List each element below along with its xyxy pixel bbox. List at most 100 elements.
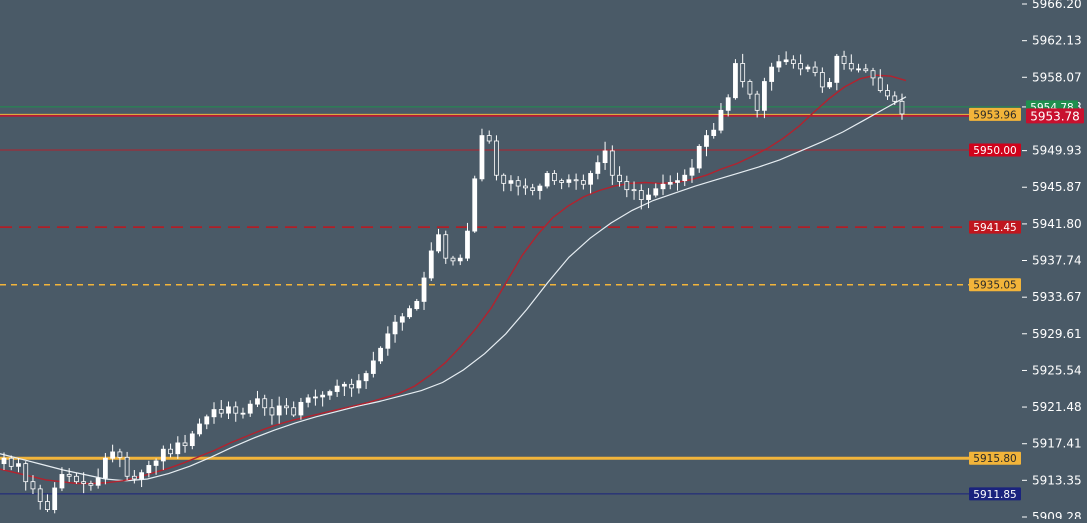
candle[interactable]: [74, 473, 79, 484]
candle[interactable]: [754, 90, 760, 118]
candle[interactable]: [291, 401, 297, 417]
candle[interactable]: [399, 313, 405, 331]
candle[interactable]: [23, 461, 29, 491]
candle[interactable]: [421, 271, 427, 310]
candle[interactable]: [414, 298, 420, 311]
candle[interactable]: [334, 379, 340, 397]
candle[interactable]: [131, 470, 137, 484]
candle[interactable]: [153, 458, 159, 475]
candle[interactable]: [834, 53, 840, 91]
candle[interactable]: [428, 242, 434, 281]
candle[interactable]: [182, 434, 188, 453]
candle[interactable]: [59, 467, 65, 492]
candle[interactable]: [740, 53, 746, 88]
candle[interactable]: [233, 401, 239, 422]
candle[interactable]: [95, 468, 101, 489]
candle[interactable]: [479, 128, 485, 182]
candle[interactable]: [899, 93, 905, 120]
candle[interactable]: [790, 55, 796, 69]
candle[interactable]: [472, 175, 478, 233]
candle[interactable]: [298, 397, 304, 420]
candle[interactable]: [870, 67, 876, 86]
candle[interactable]: [733, 59, 738, 100]
candle[interactable]: [551, 170, 557, 185]
candle[interactable]: [544, 170, 550, 189]
candle[interactable]: [8, 455, 14, 471]
candle[interactable]: [349, 378, 355, 397]
candle[interactable]: [638, 184, 644, 210]
candle[interactable]: [486, 130, 492, 144]
candle[interactable]: [407, 305, 412, 319]
candle[interactable]: [885, 84, 890, 100]
candle[interactable]: [675, 172, 680, 191]
candle[interactable]: [653, 183, 659, 198]
candle[interactable]: [769, 62, 775, 91]
candle[interactable]: [204, 414, 210, 430]
candle[interactable]: [52, 482, 58, 514]
candle[interactable]: [696, 144, 702, 173]
candle[interactable]: [327, 389, 333, 400]
candle[interactable]: [168, 443, 173, 458]
candle[interactable]: [247, 400, 253, 417]
candle[interactable]: [262, 394, 268, 416]
candle[interactable]: [617, 166, 622, 187]
candle[interactable]: [580, 174, 586, 190]
candle[interactable]: [276, 396, 282, 424]
candle[interactable]: [798, 54, 804, 76]
candle[interactable]: [573, 173, 579, 190]
candle[interactable]: [356, 374, 362, 394]
candle[interactable]: [595, 155, 601, 180]
candle[interactable]: [146, 460, 152, 478]
candle[interactable]: [704, 129, 709, 157]
candle[interactable]: [284, 398, 289, 415]
candle[interactable]: [465, 222, 470, 262]
candle[interactable]: [378, 346, 383, 364]
candle[interactable]: [718, 103, 724, 134]
candle[interactable]: [66, 468, 72, 483]
candle[interactable]: [523, 178, 528, 195]
candle[interactable]: [682, 169, 688, 187]
candle[interactable]: [341, 381, 347, 396]
candle[interactable]: [443, 230, 449, 264]
candle[interactable]: [16, 458, 21, 473]
candle[interactable]: [689, 159, 695, 183]
candle[interactable]: [805, 64, 811, 73]
candle[interactable]: [197, 418, 202, 437]
candle[interactable]: [81, 472, 87, 494]
candle[interactable]: [776, 55, 782, 73]
candle[interactable]: [392, 314, 398, 343]
candle[interactable]: [320, 391, 326, 407]
candle[interactable]: [646, 188, 651, 209]
candle[interactable]: [566, 174, 572, 188]
candle[interactable]: [30, 475, 36, 495]
candle[interactable]: [877, 69, 883, 93]
candle[interactable]: [363, 370, 369, 389]
candle[interactable]: [385, 326, 391, 356]
candle[interactable]: [515, 176, 521, 196]
candle[interactable]: [660, 174, 666, 196]
candle[interactable]: [139, 469, 144, 488]
candle[interactable]: [631, 181, 637, 200]
candle[interactable]: [102, 453, 108, 485]
candle[interactable]: [609, 145, 615, 185]
candle[interactable]: [624, 175, 630, 198]
candle[interactable]: [305, 394, 311, 408]
candle[interactable]: [45, 494, 50, 513]
candle[interactable]: [88, 480, 94, 491]
candle[interactable]: [667, 175, 673, 190]
candle[interactable]: [189, 430, 195, 450]
candle[interactable]: [863, 63, 869, 73]
candle[interactable]: [559, 178, 565, 190]
candle[interactable]: [501, 173, 507, 192]
candle[interactable]: [819, 67, 825, 93]
candle[interactable]: [841, 50, 847, 70]
candle[interactable]: [240, 407, 246, 419]
candle[interactable]: [313, 389, 318, 406]
candle[interactable]: [255, 390, 260, 408]
candle[interactable]: [530, 183, 536, 196]
candle[interactable]: [226, 401, 231, 419]
candle[interactable]: [856, 63, 861, 73]
candle[interactable]: [269, 399, 275, 425]
candle[interactable]: [1, 452, 7, 470]
